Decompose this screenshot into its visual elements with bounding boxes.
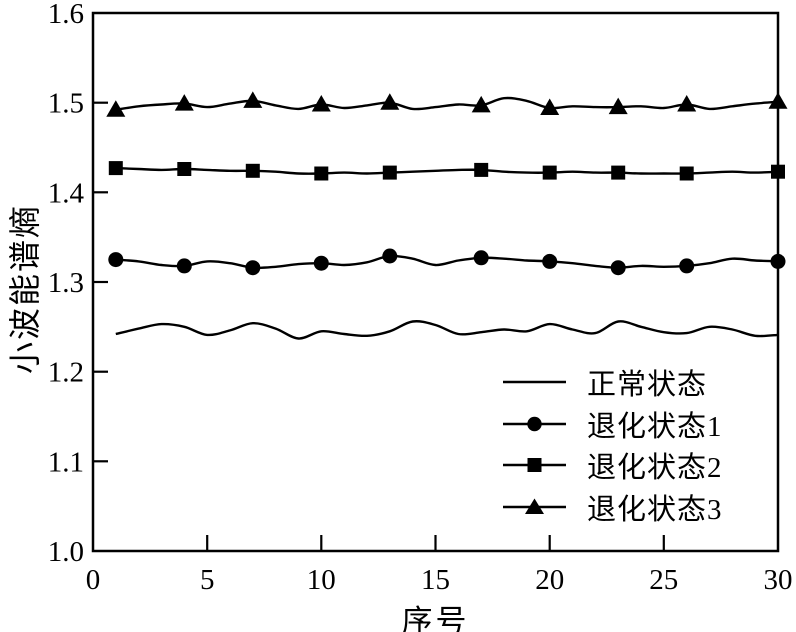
- square-marker: [542, 165, 557, 180]
- series-line-1: [115, 254, 779, 270]
- triangle-marker: [768, 92, 788, 109]
- x-tick-label: 0: [86, 564, 101, 596]
- triangle-marker: [540, 98, 560, 115]
- triangle-line-sample-icon: [503, 498, 566, 514]
- y-tick-label: 1.5: [48, 88, 84, 120]
- circle-marker: [108, 252, 124, 268]
- square-marker: [382, 165, 397, 180]
- series-line-2: [115, 166, 779, 175]
- legend: 正常状态 退化状态1 退化状态2 退化状态3: [503, 361, 723, 528]
- plot-frame: [91, 11, 780, 553]
- square-marker: [108, 161, 123, 176]
- legend-row-degradation-1: 退化状态1: [503, 403, 723, 445]
- square-marker: [611, 165, 626, 180]
- y-tick-label: 1.0: [48, 536, 84, 568]
- legend-row-normal: 正常状态: [503, 361, 723, 403]
- triangle-marker: [677, 95, 697, 112]
- circle-marker: [542, 253, 558, 269]
- square-marker: [771, 164, 785, 179]
- x-tick-label: 20: [535, 564, 564, 596]
- triangle-marker: [608, 97, 628, 115]
- x-tick-label: 25: [649, 564, 678, 596]
- x-tick-label: 15: [421, 564, 450, 596]
- y-tick-label: 1.1: [48, 446, 84, 478]
- y-tick-label: 1.2: [48, 357, 84, 389]
- triangle-marker: [471, 95, 491, 113]
- circle-marker: [770, 253, 786, 269]
- circle-marker: [313, 255, 329, 271]
- square-marker: [679, 166, 694, 181]
- circle-line-sample-icon: [503, 416, 566, 431]
- legend-label-degradation-1: 退化状态1: [587, 410, 723, 443]
- legend-label-degradation-3: 退化状态3: [587, 493, 723, 526]
- triangle-marker: [380, 93, 400, 110]
- series-line-0: [115, 320, 779, 340]
- square-marker: [245, 163, 260, 178]
- x-tick-label: 10: [307, 564, 336, 596]
- circle-marker: [473, 250, 489, 266]
- circle-marker: [245, 260, 261, 276]
- square-marker: [177, 162, 192, 176]
- series-line-3: [115, 96, 779, 111]
- legend-row-degradation-3: 退化状态3: [503, 486, 723, 528]
- triangle-marker: [243, 91, 263, 108]
- plain-line-sample-icon: [503, 380, 566, 384]
- triangle-marker: [311, 95, 331, 112]
- circle-marker: [382, 248, 398, 264]
- legend-label-degradation-2: 退化状态2: [587, 452, 723, 485]
- square-marker: [474, 162, 489, 177]
- square-marker: [314, 166, 329, 181]
- y-tick-label: 1.3: [48, 267, 84, 299]
- triangle-marker: [106, 100, 126, 117]
- x-tick-label: 30: [764, 564, 793, 596]
- y-tick-label: 1.4: [48, 177, 85, 209]
- x-axis-title: 序号: [401, 604, 470, 632]
- circle-marker: [176, 258, 192, 274]
- circle-marker: [610, 260, 626, 276]
- legend-row-degradation-2: 退化状态2: [503, 444, 723, 486]
- triangle-marker: [174, 94, 194, 111]
- x-tick-label: 5: [200, 564, 215, 596]
- y-tick-label: 1.6: [48, 0, 84, 30]
- square-line-sample-icon: [503, 458, 566, 473]
- circle-marker: [679, 258, 695, 274]
- legend-label-normal: 正常状态: [587, 368, 708, 401]
